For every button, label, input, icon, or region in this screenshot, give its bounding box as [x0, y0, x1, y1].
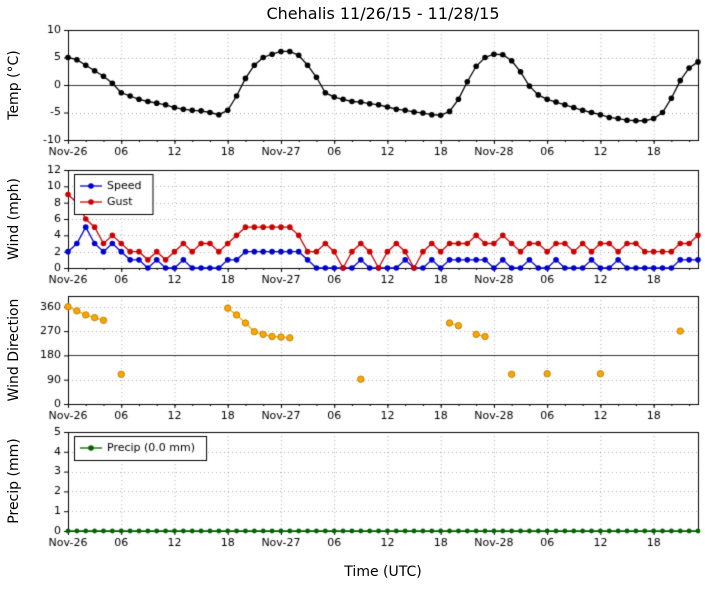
wind-axis-label: Wind (mph): [6, 178, 22, 260]
temp-axis-label: Temp (°C): [6, 50, 22, 120]
chart-title: Chehalis 11/26/15 - 11/28/15: [266, 4, 500, 23]
x-axis-label: Time (UTC): [344, 564, 422, 580]
wind-direction-axis-label: Wind Direction: [6, 298, 22, 402]
precip-axis-label: Precip (mm): [6, 438, 22, 524]
